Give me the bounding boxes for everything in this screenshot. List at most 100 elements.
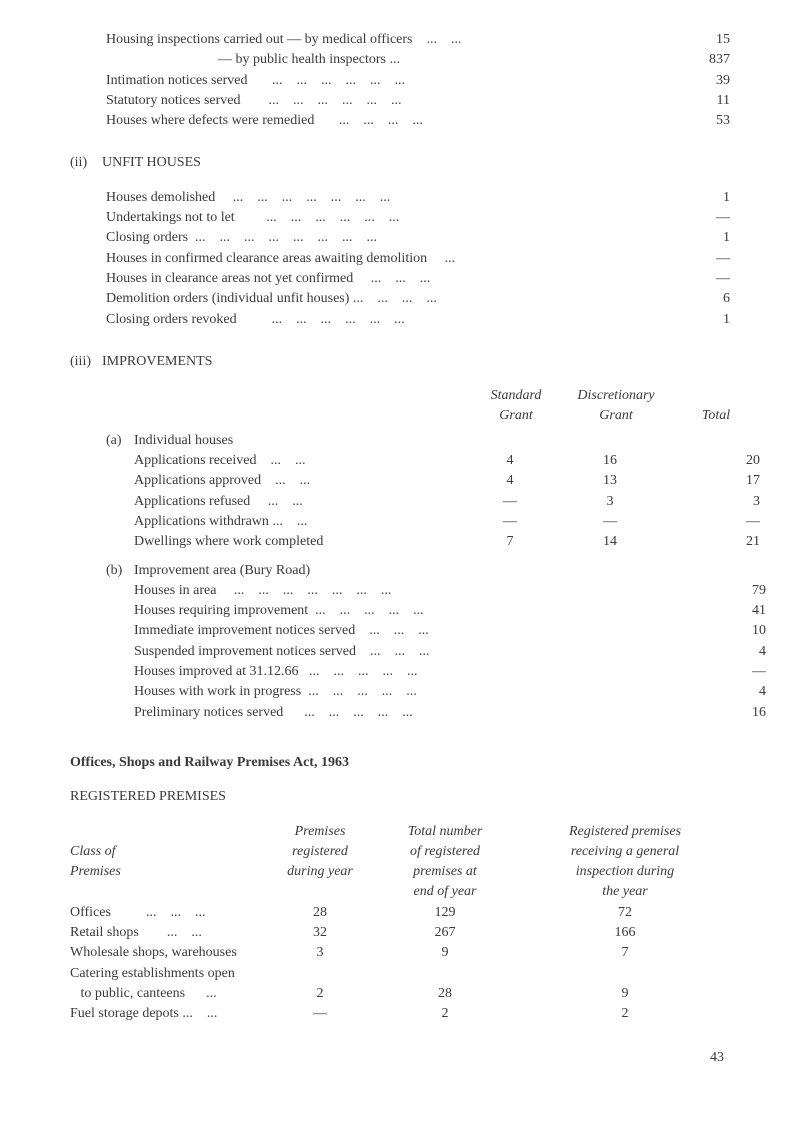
label: — by public health inspectors ... xyxy=(106,50,680,70)
blank xyxy=(106,406,466,426)
val: 3 xyxy=(660,492,766,512)
registered-premises-heading: REGISTERED PREMISES xyxy=(70,787,730,807)
label: Fuel storage depots ... ... xyxy=(70,1004,270,1024)
improvements-table: Standard Discretionary Grant Grant Total… xyxy=(70,386,766,723)
label: Houses improved at 31.12.66 ... ... ... … xyxy=(134,662,716,682)
val: 2 xyxy=(270,984,370,1004)
label: Applications withdrawn ... ... xyxy=(134,512,460,532)
reg-row: Wholesale shops, warehouses397 xyxy=(70,943,730,963)
val: 1 xyxy=(680,188,730,208)
val: 7 xyxy=(520,943,730,963)
impr-a-body: Applications received ... ...41620 Appli… xyxy=(106,451,766,552)
impr-row: Applications withdrawn ... ...——— xyxy=(134,512,766,532)
rc2c: during year xyxy=(287,864,353,879)
val: 28 xyxy=(370,984,520,1004)
val: — xyxy=(680,249,730,269)
label: Demolition orders (individual unfit hous… xyxy=(106,289,680,309)
page-number: 43 xyxy=(70,1048,730,1068)
val: 32 xyxy=(270,923,370,943)
val: 72 xyxy=(520,903,730,923)
val: 3 xyxy=(270,943,370,963)
impr-head-row2: Grant Grant Total xyxy=(106,406,766,426)
val: 7 xyxy=(460,532,560,552)
impr-row: Dwellings where work completed71421 xyxy=(134,532,766,552)
reg-head-row: Class of Premises Premises registered du… xyxy=(70,822,730,903)
blank xyxy=(106,386,466,406)
line: — by public health inspectors ...837 xyxy=(106,50,730,70)
col-total: Total xyxy=(666,406,766,426)
label: Houses in confirmed clearance areas awai… xyxy=(106,249,680,269)
label: to public, canteens ... xyxy=(70,984,270,1004)
impr-row: Applications approved ... ...41317 xyxy=(134,471,766,491)
val: — xyxy=(680,208,730,228)
val: — xyxy=(270,1004,370,1024)
rc4: Registered premises receiving a general … xyxy=(520,822,730,903)
val: 10 xyxy=(716,621,766,641)
improvements-heading: (iii)IMPROVEMENTS xyxy=(70,352,730,372)
label: Preliminary notices served ... ... ... .… xyxy=(134,703,716,723)
val: 2 xyxy=(370,1004,520,1024)
line: Closing orders revoked ... ... ... ... .… xyxy=(106,310,730,330)
line: Undertakings not to let ... ... ... ... … xyxy=(106,208,730,228)
line: Houses with work in progress ... ... ...… xyxy=(134,682,766,702)
val: 837 xyxy=(680,50,730,70)
val: 3 xyxy=(560,492,660,512)
label: Statutory notices served ... ... ... ...… xyxy=(106,91,680,111)
reg-row: Offices ... ... ...2812972 xyxy=(70,903,730,923)
label: Houses requiring improvement ... ... ...… xyxy=(134,601,716,621)
label: Applications received ... ... xyxy=(134,451,460,471)
line: Statutory notices served ... ... ... ...… xyxy=(106,91,730,111)
label: Immediate improvement notices served ...… xyxy=(134,621,716,641)
label: Houses demolished ... ... ... ... ... ..… xyxy=(106,188,680,208)
val: 79 xyxy=(716,581,766,601)
letter-b: (b) xyxy=(106,561,134,581)
line: Preliminary notices served ... ... ... .… xyxy=(134,703,766,723)
val: 9 xyxy=(520,984,730,1004)
label: Applications refused ... ... xyxy=(134,492,460,512)
line: Houses in clearance areas not yet confir… xyxy=(106,269,730,289)
registered-table: Class of Premises Premises registered du… xyxy=(70,822,730,1025)
val: 11 xyxy=(680,91,730,111)
line: Houses in confirmed clearance areas awai… xyxy=(106,249,730,269)
offices-act-heading: Offices, Shops and Railway Premises Act,… xyxy=(70,753,730,773)
line: Demolition orders (individual unfit hous… xyxy=(106,289,730,309)
line: Suspended improvement notices served ...… xyxy=(134,642,766,662)
val: 1 xyxy=(680,228,730,248)
impr-b-body: Houses in area ... ... ... ... ... ... .… xyxy=(106,581,766,723)
label: Suspended improvement notices served ...… xyxy=(134,642,716,662)
val: 28 xyxy=(270,903,370,923)
val: 166 xyxy=(520,923,730,943)
line: Immediate improvement notices served ...… xyxy=(134,621,766,641)
label: Intimation notices served ... ... ... ..… xyxy=(106,71,680,91)
col-grant2: Grant xyxy=(566,406,666,426)
label: Undertakings not to let ... ... ... ... … xyxy=(106,208,680,228)
a-title: (a)Individual houses xyxy=(106,431,460,451)
impr-row: Applications refused ... ...—33 xyxy=(134,492,766,512)
val: 9 xyxy=(370,943,520,963)
heading-text: IMPROVEMENTS xyxy=(102,354,212,369)
reg-row: Catering establishments open xyxy=(70,964,730,984)
val: 4 xyxy=(460,451,560,471)
line: Houses improved at 31.12.66 ... ... ... … xyxy=(134,662,766,682)
val: 16 xyxy=(560,451,660,471)
impr-head-row1: Standard Discretionary xyxy=(106,386,766,406)
unfit-block: Houses demolished ... ... ... ... ... ..… xyxy=(70,188,730,330)
label: Applications approved ... ... xyxy=(134,471,460,491)
val: 6 xyxy=(680,289,730,309)
unfit-houses-heading: (ii)UNFIT HOUSES xyxy=(70,153,730,173)
line: Houses requiring improvement ... ... ...… xyxy=(134,601,766,621)
letter-a: (a) xyxy=(106,431,134,451)
rc4c: inspection during xyxy=(576,864,674,879)
rc4d: the year xyxy=(602,884,647,899)
val: 15 xyxy=(680,30,730,50)
rc3d: end of year xyxy=(414,884,477,899)
val: 21 xyxy=(660,532,766,552)
val: 20 xyxy=(660,451,766,471)
rc3c: premises at xyxy=(413,864,477,879)
val: — xyxy=(660,512,766,532)
val: 4 xyxy=(716,642,766,662)
heading-text: UNFIT HOUSES xyxy=(102,155,201,170)
val: — xyxy=(460,492,560,512)
rc1: Class of Premises xyxy=(70,822,270,903)
val: — xyxy=(560,512,660,532)
